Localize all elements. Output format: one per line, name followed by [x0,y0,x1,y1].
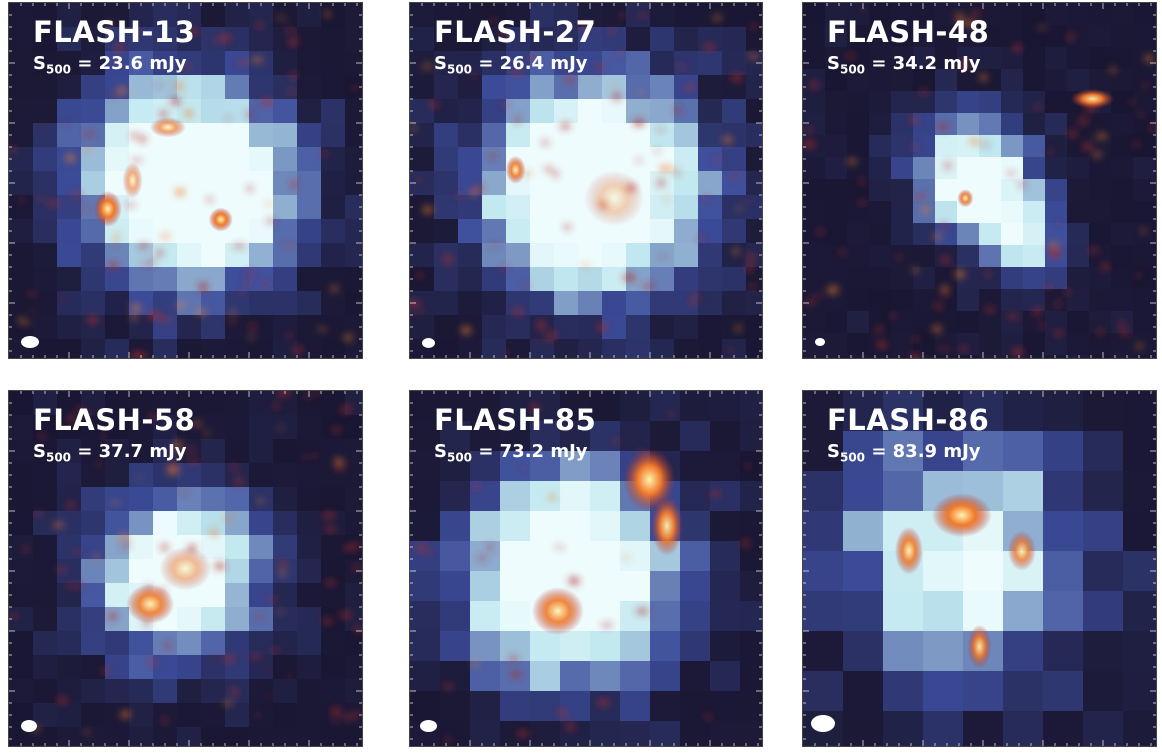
panel-label: FLASH-27 S500 = 26.4 mJy [434,15,596,83]
emission-clumps [505,155,645,227]
image-field [410,3,762,358]
beam-ellipse [811,715,835,732]
flux-label: S500 = 73.2 mJy [434,441,588,465]
emission-clumps [894,493,1036,669]
panel-flash-13: FLASH-13 S500 = 23.6 mJy [8,2,363,359]
panel-flash-58: FLASH-58 S500 = 37.7 mJy [8,390,363,747]
beam-ellipse [815,338,825,346]
panel-flash-48: FLASH-48 S500 = 34.2 mJy [802,2,1157,359]
panel-flash-27: FLASH-27 S500 = 26.4 mJy [409,2,763,359]
panel-label: FLASH-86 S500 = 83.9 mJy [827,403,989,471]
image-field [410,391,762,746]
emission-clumps [531,447,683,636]
emission-clumps [126,546,212,624]
source-name: FLASH-86 [827,403,990,437]
source-name: FLASH-58 [33,403,196,437]
pixel-map [9,3,362,358]
panel-label: FLASH-13 S500 = 23.6 mJy [33,15,195,83]
image-field [9,391,362,746]
panel-label: FLASH-58 S500 = 37.7 mJy [33,403,195,471]
beam-ellipse [21,720,37,732]
panel-label: FLASH-48 S500 = 34.2 mJy [827,15,989,83]
beam-ellipse [21,336,39,348]
flux-label: S500 = 37.7 mJy [33,441,187,465]
source-name: FLASH-13 [33,15,196,49]
source-name: FLASH-85 [434,403,597,437]
image-field [9,3,362,358]
emission-clumps [93,117,233,232]
beam-ellipse [420,720,437,732]
source-name: FLASH-48 [827,15,990,49]
pixel-map [410,3,762,358]
pixel-map [803,3,1156,358]
panel-flash-86: FLASH-86 S500 = 83.9 mJy [802,390,1157,747]
pixel-map [410,391,762,746]
flux-label: S500 = 34.2 mJy [827,53,981,77]
flux-label: S500 = 83.9 mJy [827,441,981,465]
flux-label: S500 = 26.4 mJy [434,53,588,77]
emission-clumps [957,88,1115,208]
flux-label: S500 = 23.6 mJy [33,53,187,77]
panel-flash-85: FLASH-85 S500 = 73.2 mJy [409,390,763,747]
image-field [803,3,1156,358]
panel-label: FLASH-85 S500 = 73.2 mJy [434,403,596,471]
pixel-map [9,391,362,746]
image-field [803,391,1156,746]
source-name: FLASH-27 [434,15,597,49]
beam-ellipse [422,338,435,348]
